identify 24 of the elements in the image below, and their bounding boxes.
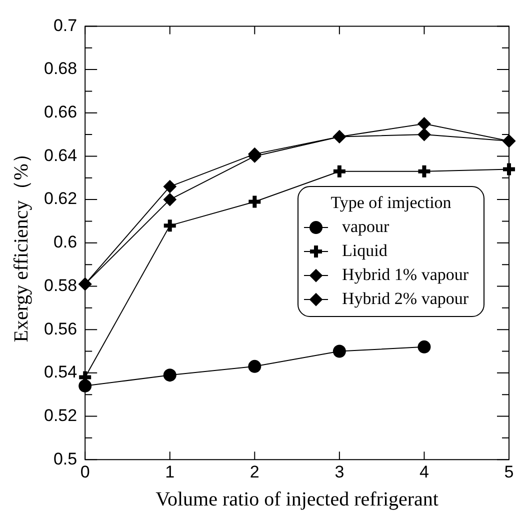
x-tick-label: 4 — [419, 462, 429, 482]
y-tick-label: 0.7 — [53, 16, 78, 35]
legend-label: Hybrid 2% vapour — [342, 289, 469, 308]
y-tick-label: 0.66 — [44, 102, 78, 122]
y-tick-label: 0.54 — [44, 362, 78, 382]
x-tick-label: 5 — [504, 462, 514, 482]
legend-label: vapour — [342, 217, 390, 236]
y-tick-label: 0.56 — [44, 319, 78, 338]
y-tick-label: 0.52 — [44, 406, 78, 425]
x-tick-label: 3 — [334, 462, 344, 482]
x-tick-label: 2 — [250, 462, 260, 482]
x-tick-label: 1 — [165, 462, 175, 482]
y-tick-label: 0.62 — [44, 189, 78, 208]
x-tick-label: 0 — [80, 462, 90, 482]
legend-label: Hybrid 1% vapour — [342, 265, 469, 284]
y-tick-label: 0.68 — [44, 59, 78, 78]
y-axis-title: Exergy efficiency（%） — [10, 144, 32, 342]
x-axis-title: Volume ratio of injected refrigerant — [156, 488, 439, 510]
y-tick-label: 0.6 — [53, 232, 78, 252]
y-tick-label: 0.58 — [44, 276, 78, 295]
legend-label: Liquid — [342, 241, 388, 260]
y-tick-label: 0.64 — [44, 146, 78, 165]
legend-title: Type of imjection — [330, 193, 452, 212]
y-tick-label: 0.5 — [53, 449, 78, 468]
